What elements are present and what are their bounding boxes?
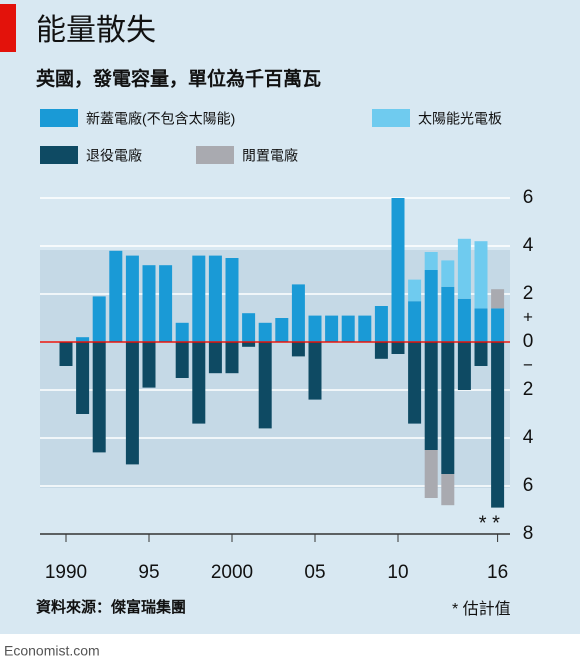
x-tick-label: 10 — [387, 562, 408, 583]
bar — [109, 250, 123, 342]
bar — [159, 265, 173, 342]
legend-label: 新蓋電廠(不包含太陽能) — [86, 111, 235, 127]
bar — [341, 315, 355, 342]
bar — [175, 322, 189, 342]
bar — [474, 342, 488, 366]
bar — [474, 308, 488, 342]
bar — [491, 342, 505, 508]
bar — [424, 252, 438, 270]
bar — [441, 342, 455, 474]
legend-swatch — [40, 109, 78, 127]
bar — [175, 342, 189, 378]
bar — [76, 337, 90, 342]
bar — [491, 308, 505, 342]
bar — [358, 315, 372, 342]
y-tick-label: 6 — [523, 475, 534, 496]
y-tick-label: 2 — [523, 379, 534, 400]
bar — [391, 342, 405, 354]
plus-sign: + — [523, 307, 533, 326]
y-tick-label: 8 — [523, 523, 534, 544]
bar — [424, 342, 438, 450]
bar — [59, 342, 73, 366]
footer: Economist.com — [4, 643, 100, 659]
bar — [275, 318, 289, 342]
y-tick-label: 0 — [523, 331, 534, 352]
bar — [225, 342, 239, 374]
legend-label: 閒置電廠 — [242, 148, 298, 164]
y-tick-label: 4 — [523, 235, 534, 256]
bar — [142, 265, 156, 342]
bar — [408, 342, 422, 424]
bar — [92, 296, 106, 342]
bar — [457, 238, 471, 299]
bar — [457, 342, 471, 390]
bar — [142, 342, 156, 388]
bar — [208, 255, 222, 342]
bar — [192, 255, 206, 342]
legend-swatch — [40, 146, 78, 164]
footnote: * 估計值 — [452, 600, 511, 618]
bar — [374, 306, 388, 342]
bar — [125, 255, 139, 342]
bar — [76, 342, 90, 414]
bar — [391, 198, 405, 342]
bar — [374, 342, 388, 359]
chart-subtitle: 英國，發電容量，單位為千百萬瓦 — [36, 67, 321, 90]
chart-title: 能量散失 — [36, 14, 156, 47]
bar — [258, 322, 272, 342]
y-tick-label: 4 — [523, 427, 534, 448]
bar — [291, 342, 305, 357]
source: 資料來源：傑富瑞集團 — [36, 598, 186, 616]
bar — [308, 342, 322, 400]
y-tick-label: 6 — [523, 187, 534, 208]
bar — [125, 342, 139, 465]
x-tick-label: 16 — [487, 562, 508, 583]
bar — [424, 270, 438, 342]
x-tick-label: 1990 — [45, 562, 87, 583]
plot: 6 4 2 0 2 4 6 8 + − 1990 95 2000 05 10 16 * * — [40, 187, 534, 583]
legend-label: 太陽能光電板 — [418, 111, 502, 127]
estimate-marker: * * — [479, 512, 500, 534]
bar — [308, 315, 322, 342]
bar — [441, 286, 455, 342]
x-tick-label: 05 — [304, 562, 325, 583]
bar — [457, 298, 471, 342]
x-tick-label: 95 — [138, 562, 159, 583]
legend-swatch — [372, 109, 410, 127]
bar — [192, 342, 206, 424]
bar — [291, 284, 305, 342]
bar — [441, 474, 455, 506]
bar — [441, 260, 455, 287]
bar — [208, 342, 222, 374]
bar — [92, 342, 106, 453]
bar — [258, 342, 272, 429]
bar — [242, 342, 256, 347]
bar — [225, 258, 239, 342]
bar — [325, 315, 339, 342]
x-tick-label: 2000 — [211, 562, 253, 583]
bar — [491, 289, 505, 309]
red-tag — [0, 4, 16, 52]
minus-sign: − — [523, 355, 533, 374]
bar — [408, 301, 422, 342]
bar — [474, 241, 488, 309]
bar — [424, 450, 438, 498]
bar — [242, 313, 256, 342]
legend-label: 退役電廠 — [86, 148, 142, 164]
bar — [408, 279, 422, 302]
y-tick-label: 2 — [523, 283, 534, 304]
legend-swatch — [196, 146, 234, 164]
